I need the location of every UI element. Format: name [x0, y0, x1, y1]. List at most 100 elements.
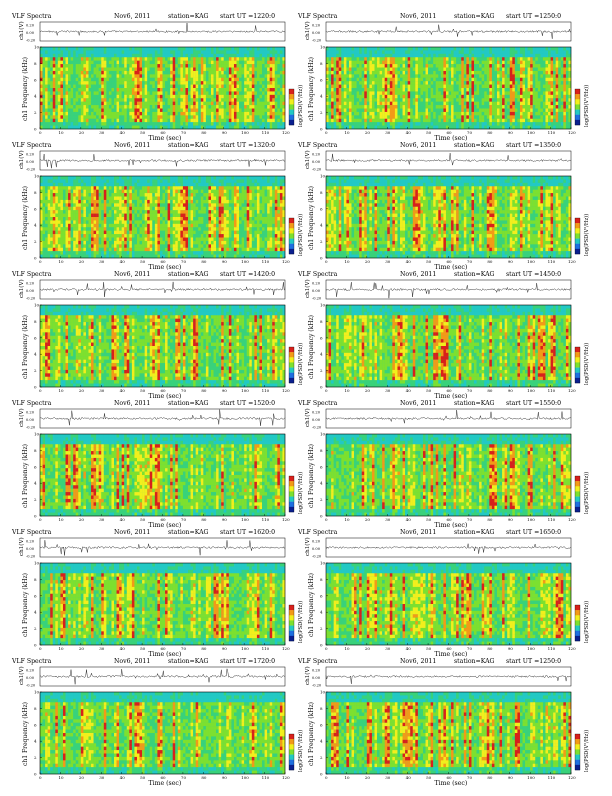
- time-tick-label: 10: [58, 388, 64, 393]
- time-tick-label: 0: [325, 259, 328, 264]
- time-tick-label: 20: [365, 130, 371, 135]
- start-ut-value: 1250:0: [539, 658, 561, 665]
- time-tick-label: 80: [487, 259, 493, 264]
- time-tick-label: 120: [282, 388, 290, 393]
- spectra-panel-1: VLF Spectra Nov6, 2011 station=KAG start UT…: [11, 13, 304, 142]
- start-ut-value: 1620:0: [253, 529, 275, 536]
- waveform-tick-label: 0.00: [26, 418, 35, 422]
- panel-start-ut-label: start UT =1350:0: [506, 142, 561, 149]
- time-tick-label: 20: [365, 646, 371, 651]
- time-tick-label: 30: [99, 388, 105, 393]
- panel-date-label: Nov6, 2011: [114, 400, 150, 407]
- panel-station-label: station=KAG: [454, 400, 495, 407]
- time-tick-label: 0: [39, 517, 42, 522]
- panel-date-label: Nov6, 2011: [114, 13, 150, 20]
- start-ut-value: 1450:0: [539, 271, 561, 278]
- time-tick-label: 10: [58, 517, 64, 522]
- frequency-tick-label: 4: [320, 94, 323, 99]
- time-tick-label: 90: [222, 775, 228, 780]
- waveform-tick-label: 0.20: [26, 24, 35, 28]
- colorbar: [575, 605, 580, 641]
- spectrogram-heatmap: [326, 563, 571, 645]
- frequency-tick-label: 2: [34, 239, 37, 244]
- time-axis-label: Time (sec): [149, 651, 182, 658]
- start-ut-value: 1420:0: [253, 271, 275, 278]
- time-tick-label: 80: [201, 517, 207, 522]
- panel-station-label: station=KAG: [168, 13, 209, 20]
- time-tick-label: 50: [426, 388, 432, 393]
- waveform-axis-label: ch1(V): [18, 408, 25, 427]
- frequency-tick-label: 0: [320, 772, 323, 777]
- waveform-axis-label: ch1(V): [18, 21, 25, 40]
- frequency-tick-label: 8: [34, 61, 37, 66]
- frequency-tick-label: 4: [320, 481, 323, 486]
- time-axis-label: Time (sec): [149, 264, 182, 271]
- frequency-axis-label: ch1 Frequency (kHz): [22, 186, 29, 250]
- frequency-tick-label: 6: [320, 206, 323, 211]
- waveform-tick-label: -0.20: [312, 555, 322, 559]
- time-tick-label: 40: [120, 646, 126, 651]
- spectrogram-heatmap: [326, 305, 571, 387]
- time-tick-label: 10: [344, 259, 350, 264]
- start-ut-prefix: start UT =: [506, 658, 539, 665]
- time-tick-label: 20: [79, 130, 85, 135]
- panel-title-label: VLF Spectra: [11, 142, 52, 149]
- time-tick-label: 10: [58, 259, 64, 264]
- panel-title-label: VLF Spectra: [297, 142, 338, 149]
- frequency-axis-label: ch1 Frequency (kHz): [308, 186, 315, 250]
- time-tick-label: 70: [181, 517, 187, 522]
- panel-title-label: VLF Spectra: [297, 400, 338, 407]
- spectrogram-heatmap: [40, 692, 285, 774]
- waveform-tick-label: 0.20: [312, 282, 321, 286]
- waveform-tick-label: 0.00: [312, 676, 321, 680]
- frequency-tick-label: 6: [34, 77, 37, 82]
- frequency-tick-label: 8: [320, 319, 323, 324]
- frequency-tick-label: 0: [34, 127, 37, 132]
- time-tick-label: 90: [508, 775, 514, 780]
- panel-start-ut-label: start UT =1220:0: [220, 13, 275, 20]
- time-tick-label: 110: [548, 775, 556, 780]
- panel-station-label: station=KAG: [168, 400, 209, 407]
- waveform-tick-label: 0.20: [312, 153, 321, 157]
- panel-date-label: Nov6, 2011: [400, 13, 436, 20]
- frequency-tick-label: 0: [34, 772, 37, 777]
- time-tick-label: 110: [262, 775, 270, 780]
- frequency-tick-label: 2: [34, 755, 37, 760]
- time-tick-label: 0: [39, 775, 42, 780]
- time-tick-label: 40: [406, 130, 412, 135]
- frequency-tick-label: 0: [320, 256, 323, 261]
- time-tick-label: 10: [344, 388, 350, 393]
- time-tick-label: 100: [241, 775, 249, 780]
- time-tick-label: 10: [58, 646, 64, 651]
- frequency-tick-label: 4: [34, 94, 37, 99]
- time-tick-label: 120: [282, 130, 290, 135]
- frequency-tick-label: 10: [34, 45, 40, 50]
- time-tick-label: 100: [241, 388, 249, 393]
- panel-title-label: VLF Spectra: [297, 271, 338, 278]
- time-tick-label: 90: [508, 259, 514, 264]
- waveform-axis-label: ch1(V): [304, 537, 311, 556]
- waveform-tick-label: -0.20: [312, 39, 322, 43]
- frequency-tick-label: 2: [34, 626, 37, 631]
- frequency-tick-label: 4: [34, 739, 37, 744]
- time-tick-label: 30: [385, 259, 391, 264]
- waveform-tick-label: -0.20: [26, 684, 36, 688]
- frequency-tick-label: 8: [320, 190, 323, 195]
- time-tick-label: 40: [406, 388, 412, 393]
- frequency-tick-label: 0: [320, 385, 323, 390]
- time-tick-label: 30: [99, 517, 105, 522]
- waveform-axis-label: ch1(V): [18, 666, 25, 685]
- panel-title-label: VLF Spectra: [11, 13, 52, 20]
- time-tick-label: 120: [568, 259, 576, 264]
- waveform-tick-label: 0.20: [26, 282, 35, 286]
- colorbar-label: log(PSD(V²/Hz)): [297, 85, 304, 127]
- time-tick-label: 50: [140, 259, 146, 264]
- time-tick-label: 80: [201, 646, 207, 651]
- waveform-tick-label: 0.20: [312, 669, 321, 673]
- time-tick-label: 70: [181, 775, 187, 780]
